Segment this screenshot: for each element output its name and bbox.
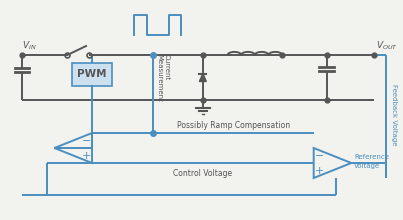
Text: Voltage: Voltage xyxy=(354,163,380,169)
Polygon shape xyxy=(199,73,206,81)
Text: −: − xyxy=(81,136,91,146)
Text: −: − xyxy=(315,151,324,161)
Text: Control Voltage: Control Voltage xyxy=(173,169,233,178)
Text: Feedback Voltage: Feedback Voltage xyxy=(391,84,397,146)
Text: +: + xyxy=(315,166,324,176)
Text: $V_{OUT}$: $V_{OUT}$ xyxy=(376,40,398,52)
FancyBboxPatch shape xyxy=(72,62,112,86)
Text: $V_{IN}$: $V_{IN}$ xyxy=(22,40,36,52)
Text: Current
Measurement: Current Measurement xyxy=(156,53,169,101)
Text: +: + xyxy=(81,151,91,161)
Text: PWM: PWM xyxy=(77,69,107,79)
Text: Reference: Reference xyxy=(354,154,389,160)
Text: Possibly Ramp Compensation: Possibly Ramp Compensation xyxy=(177,121,290,130)
